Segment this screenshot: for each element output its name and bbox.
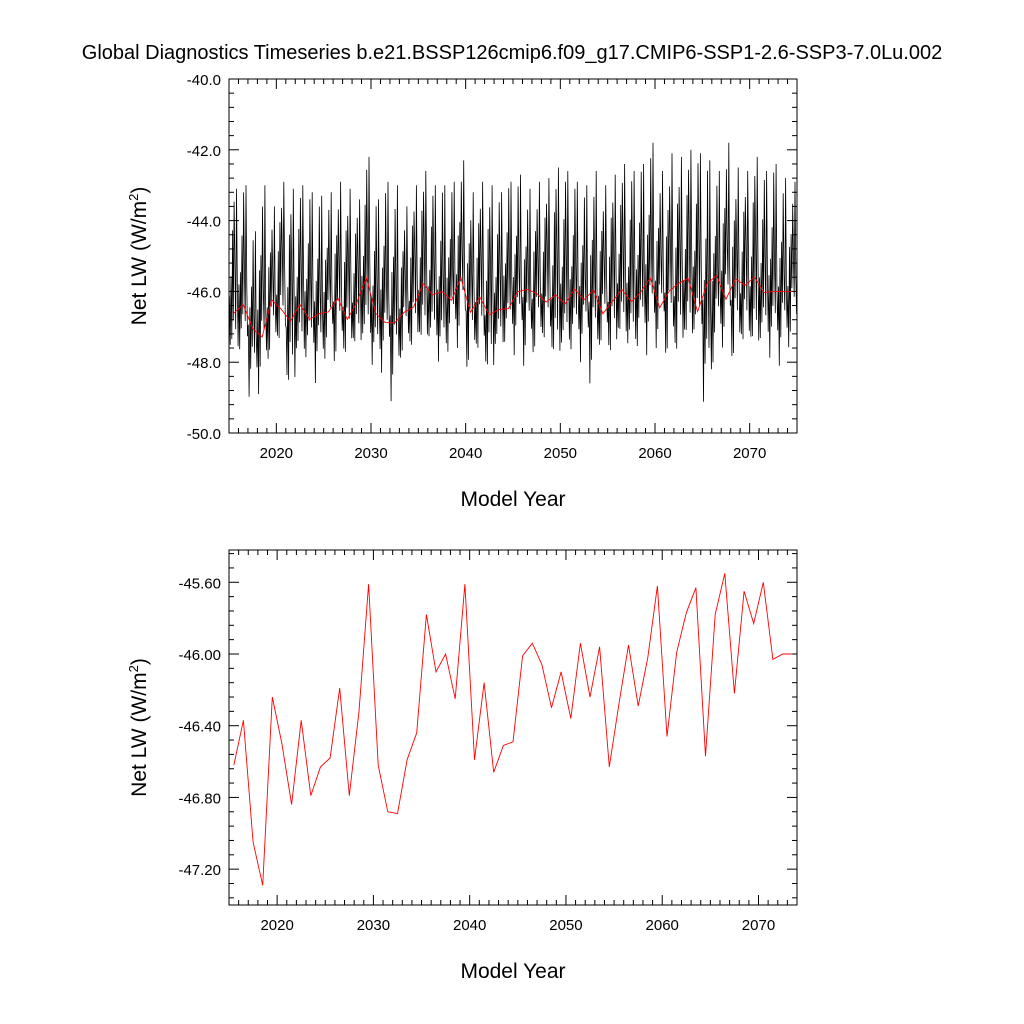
top-y-tick-label: -48.0 bbox=[187, 355, 221, 372]
bottom-y-tick-label: -45.60 bbox=[178, 575, 221, 592]
bottom-y-tick-label: -46.00 bbox=[178, 647, 221, 664]
top-x-tick-label: 2060 bbox=[638, 445, 671, 462]
bottom-plot-frame bbox=[228, 549, 798, 906]
top-x-tick-label: 2050 bbox=[544, 445, 577, 462]
top-x-tick-label: 2020 bbox=[260, 445, 293, 462]
bottom-x-tick-label: 2060 bbox=[646, 917, 679, 934]
page-title: Global Diagnostics Timeseries b.e21.BSSP… bbox=[81, 42, 943, 64]
bottom-y-axis-label: Net LW (W/m2) bbox=[126, 658, 151, 797]
top-x-tick-label: 2070 bbox=[733, 445, 766, 462]
bottom-y-tick-label: -47.20 bbox=[178, 862, 221, 879]
bottom-y-tick-label: -46.80 bbox=[178, 790, 221, 807]
top-y-tick-label: -50.0 bbox=[187, 426, 221, 443]
bottom-series-annual-line bbox=[233, 573, 793, 886]
top-y-tick-label: -46.0 bbox=[187, 284, 221, 301]
bottom-x-tick-label: 2030 bbox=[357, 917, 390, 934]
bottom-x-axis-label: Model Year bbox=[460, 960, 565, 983]
top-x-tick-label: 2030 bbox=[354, 445, 387, 462]
top-x-axis-label: Model Year bbox=[460, 488, 565, 511]
top-series-annual-line bbox=[233, 274, 793, 338]
bottom-x-tick-label: 2020 bbox=[260, 917, 293, 934]
top-y-tick-label: -42.0 bbox=[187, 143, 221, 160]
top-y-tick-label: -44.0 bbox=[187, 214, 221, 231]
bottom-x-tick-label: 2070 bbox=[742, 917, 775, 934]
top-y-axis-label: Net LW (W/m2) bbox=[126, 187, 151, 326]
bottom-x-tick-label: 2040 bbox=[453, 917, 486, 934]
bottom-y-tick-label: -46.40 bbox=[178, 719, 221, 736]
top-x-tick-label: 2040 bbox=[449, 445, 482, 462]
top-y-tick-label: -40.0 bbox=[187, 72, 221, 89]
bottom-x-tick-label: 2050 bbox=[549, 917, 582, 934]
